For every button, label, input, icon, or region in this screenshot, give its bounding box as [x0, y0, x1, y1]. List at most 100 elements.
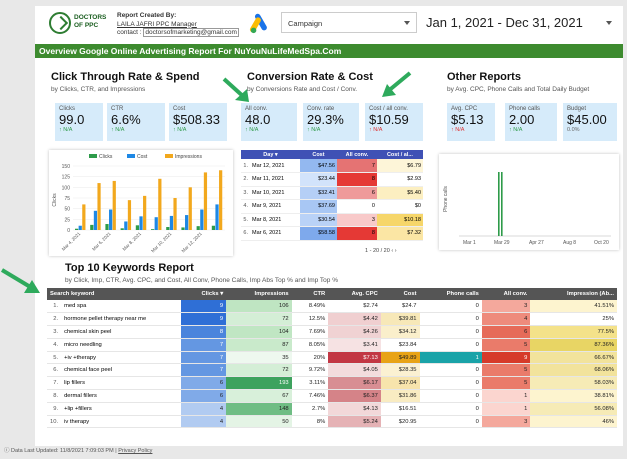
keyword-row[interactable]: 10. iv therapy 4 50 8% $5.24 $20.95 0 3 46%: [47, 415, 617, 429]
col-clicks-header[interactable]: Clicks ▾: [181, 288, 227, 300]
conversion-table: Day ▾ Cost All conv. Cost / al... 1. Mar …: [241, 150, 423, 241]
bar-impressions: [112, 180, 116, 230]
keyword-row[interactable]: 5. +iv +therapy 7 35 20% $7.13 $49.89 1 9 66.67%: [47, 351, 617, 365]
report-created-by: Report Created By: LAILA JAFRI PPC Manag…: [117, 12, 239, 38]
kpi-value: $45.00: [567, 112, 607, 127]
contact-email[interactable]: doctorsofmarketing@gmail.com: [143, 28, 239, 37]
conversion-table-row[interactable]: 1. Mar 12, 2021 $47.56 7 $6.79: [241, 159, 423, 173]
col-cost-header[interactable]: Cost: [380, 288, 420, 300]
conversion-table-row[interactable]: 5. Mar 8, 2021 $30.54 3 $10.18: [241, 213, 423, 227]
row-avg-cpc: $6.17: [328, 376, 381, 391]
row-all-conv: 0: [336, 199, 377, 214]
conversion-table-row[interactable]: 2. Mar 11, 2021 $23.44 8 $2.93: [241, 172, 423, 187]
row-phone-calls: 1: [419, 351, 482, 365]
row-keyword: hormone pellet therapy near me: [61, 312, 182, 327]
x-tick-label: Mar 29: [494, 240, 510, 246]
campaign-filter-dropdown[interactable]: Campaign: [281, 12, 417, 33]
keyword-row[interactable]: 8. dermal fillers 6 67 7.46% $6.37 $31.86 0 1 38.…: [47, 389, 617, 403]
row-clicks: 6: [181, 376, 227, 391]
row-cost: $23.84: [380, 338, 420, 352]
x-tick-label: Apr 27: [529, 240, 544, 246]
row-avg-cpc: $2.74: [328, 300, 381, 314]
bar-impressions: [219, 170, 223, 230]
report-banner: Overview Google Online Advertising Repor…: [35, 44, 623, 58]
col-ctr-header[interactable]: CTR: [291, 288, 329, 300]
row-all-conv: 5: [481, 376, 531, 391]
row-number: 10.: [47, 415, 62, 429]
col-keyword-header[interactable]: Search keyword: [47, 288, 182, 300]
keyword-row[interactable]: 3. chemical skin peel 8 104 7.69% $4.26 $34.12…: [47, 325, 617, 339]
logo-icon: [49, 12, 71, 34]
bar-clicks: [105, 224, 109, 230]
row-cost: $16.51: [380, 402, 420, 416]
keyword-row[interactable]: 2. hormone pellet therapy near me 9 72 12.5%…: [47, 312, 617, 327]
kpi-change: ↑ N/A: [307, 127, 321, 133]
kpi-label: All conv.: [245, 106, 268, 112]
conversion-table-row[interactable]: 3. Mar 10, 2021 $32.41 6 $5.40: [241, 186, 423, 200]
keyword-row[interactable]: 1. med spa 9 106 8.49% $2.74 $24.7 0 3 41.51%: [47, 300, 617, 314]
row-cost: $34.12: [380, 325, 420, 339]
keyword-row[interactable]: 6. chemical face peel 7 72 9.72% $4.05 $28.35 0…: [47, 363, 617, 378]
row-ctr: 2.7%: [291, 402, 329, 416]
col-cost-header[interactable]: Cost: [300, 150, 337, 159]
ctr-bar-chart: Clicks Cost Impressions 0 25 50 75 100 125 150 Cli…: [52, 154, 225, 254]
row-phone-calls: 0: [419, 325, 482, 339]
row-avg-cpc: $4.42: [328, 312, 381, 327]
legend-swatch: [89, 154, 97, 158]
conversion-table-row[interactable]: 4. Mar 9, 2021 $37.69 0 $0: [241, 199, 423, 214]
chevron-right-icon[interactable]: ›: [394, 248, 397, 254]
row-phone-calls: 0: [419, 312, 482, 327]
col-impression-abs-header[interactable]: Impression (Ab...: [530, 288, 617, 300]
keyword-row[interactable]: 7. lip fillers 6 193 3.11% $6.17 $37.04 0 5 58.03…: [47, 376, 617, 391]
keyword-row[interactable]: 4. micro needling 7 87 8.05% $3.41 $23.84 0 5 87.…: [47, 338, 617, 352]
row-impressions: 67: [226, 389, 292, 403]
col-all-conv-header[interactable]: All conv.: [336, 150, 377, 159]
chevron-left-icon[interactable]: ‹: [391, 248, 394, 254]
row-impression-abs: 25%: [530, 312, 617, 327]
row-phone-calls: 0: [419, 415, 482, 429]
row-cost-per-conv: $5.40: [376, 186, 423, 200]
date-range-value: Jan 1, 2021 - Dec 31, 2021: [426, 15, 583, 30]
conv-section-subtitle: by Conversions Rate and Cost / Conv.: [247, 86, 358, 93]
privacy-policy-link[interactable]: Privacy Policy: [118, 448, 153, 454]
row-avg-cpc: $4.05: [328, 363, 381, 378]
row-impressions: 50: [226, 415, 292, 429]
report-footer: ⓘ Data Last Updated: 11/8/2021 7:09:03 P…: [4, 448, 153, 454]
col-impressions-header[interactable]: Impressions: [226, 288, 292, 300]
row-avg-cpc: $6.37: [328, 389, 381, 403]
col-avg-cpc-header[interactable]: Avg. CPC: [328, 288, 381, 300]
row-day: Mar 6, 2021: [250, 226, 300, 241]
row-ctr: 8.49%: [291, 300, 329, 314]
row-cost: $20.95: [380, 415, 420, 429]
table-pager[interactable]: 1 - 20 / 20 ‹ ›: [365, 248, 397, 254]
bar-clicks: [181, 227, 185, 230]
row-clicks: 4: [181, 402, 227, 416]
row-cost: $32.41: [300, 186, 337, 200]
col-day-header[interactable]: Day ▾: [241, 150, 300, 159]
row-day: Mar 8, 2021: [250, 213, 300, 227]
row-impression-abs: 87.36%: [530, 338, 617, 352]
x-tick-label: Mar 10, 2021: [150, 231, 173, 254]
info-icon: ⓘ: [4, 448, 10, 454]
bar-clicks: [120, 228, 124, 230]
col-phone-calls-header[interactable]: Phone calls: [419, 288, 482, 300]
row-ctr: 7.46%: [291, 389, 329, 403]
bar-cost: [185, 215, 189, 230]
row-clicks: 6: [181, 389, 227, 403]
date-range-picker[interactable]: Jan 1, 2021 - Dec 31, 2021: [426, 12, 616, 33]
col-cost-per-conv-header[interactable]: Cost / al...: [376, 150, 423, 159]
row-number: 5.: [241, 213, 250, 227]
phone-calls-chart: Phone calls Mar 1 Mar 29 Apr 27 Aug 8 Oc…: [443, 172, 611, 246]
conversion-table-row[interactable]: 6. Mar 6, 2021 $58.58 8 $7.32: [241, 226, 423, 241]
row-ctr: 9.72%: [291, 363, 329, 378]
col-all-conv-header[interactable]: All conv.: [481, 288, 531, 300]
bar-impressions: [173, 198, 177, 230]
logo-text: DOCTORS OF PPC: [74, 14, 107, 29]
row-number: 7.: [47, 376, 62, 391]
keyword-row[interactable]: 9. +lip +fillers 4 148 2.7% $4.13 $16.51 0 1 56.0…: [47, 402, 617, 416]
contact-label: contact :: [117, 29, 142, 36]
contact-line: contact : doctorsofmarketing@gmail.com: [117, 28, 239, 38]
row-cost: $49.89: [380, 351, 420, 365]
bar-clicks: [196, 226, 200, 230]
row-clicks: 4: [181, 415, 227, 429]
